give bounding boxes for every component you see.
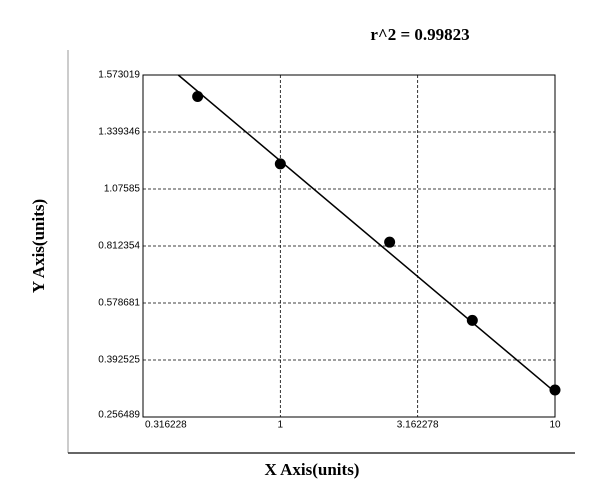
y-tick-label: 0.578681 (98, 298, 140, 309)
chart-title: r^2 = 0.99823 (370, 25, 469, 44)
plot-frame (142, 74, 556, 418)
y-tick-label: 1.07585 (104, 184, 141, 195)
x-tick-label: 3.162278 (397, 420, 439, 431)
y-tick-label: 0.256489 (98, 410, 140, 421)
x-tick-label: 0.316228 (145, 420, 187, 431)
y-tick-label: 1.339346 (98, 127, 140, 138)
y-axis-label: Y Axis(units) (29, 199, 48, 293)
data-point (466, 314, 478, 326)
data-point (549, 384, 561, 396)
data-point (384, 236, 396, 248)
y-tick-label: 1.573019 (98, 70, 140, 81)
data-point (192, 90, 204, 102)
data-point (274, 158, 286, 170)
y-tick-label: 0.812354 (98, 241, 140, 252)
x-tick-label: 10 (549, 420, 561, 431)
fit-line (177, 74, 556, 393)
x-axis-label: X Axis(units) (265, 460, 360, 479)
x-tick-label: 1 (278, 420, 284, 431)
y-tick-label: 0.392525 (98, 355, 140, 366)
